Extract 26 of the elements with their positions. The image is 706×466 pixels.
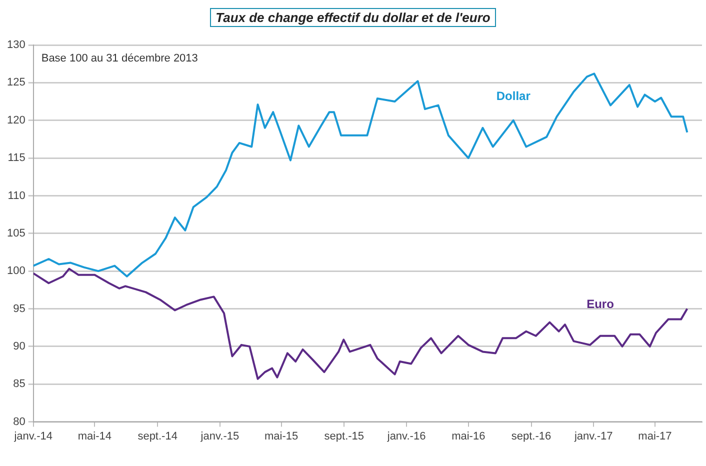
y-tick-label: 120	[6, 114, 26, 126]
x-tick-label: mai-17	[638, 430, 672, 442]
x-tick-label: janv.-17	[573, 430, 613, 442]
y-tick-label: 105	[6, 227, 26, 240]
x-tick-label: janv.-16	[386, 430, 426, 442]
x-tick-label: mai-15	[264, 430, 298, 442]
y-tick-label: 130	[6, 39, 26, 52]
x-tick-label: mai-14	[78, 430, 112, 442]
y-tick-label: 85	[13, 378, 26, 390]
text: Dollar	[496, 88, 531, 103]
y-tick-label: 115	[8, 152, 26, 164]
y-tick-label: 90	[13, 340, 26, 352]
y-tick-label: 95	[13, 302, 26, 315]
chart-title: Taux de change effectif du dollar et de l'euro	[210, 8, 496, 27]
y-tick-label: 110	[8, 190, 26, 202]
text: Base 100 au 31 décembre 2013	[41, 52, 198, 65]
y-tick-label: 80	[13, 416, 26, 428]
text: Euro	[586, 296, 614, 311]
y-tick-label: 125	[6, 76, 26, 89]
x-tick-label: sept.-14	[138, 430, 178, 442]
x-tick-label: sept.-16	[511, 430, 552, 442]
x-tick-label: janv.-14	[13, 430, 53, 442]
x-tick-label: mai-16	[452, 430, 486, 442]
x-tick-label: sept.-15	[324, 430, 364, 442]
y-tick-label: 100	[6, 265, 26, 278]
x-tick-label: janv.-15	[200, 430, 240, 442]
